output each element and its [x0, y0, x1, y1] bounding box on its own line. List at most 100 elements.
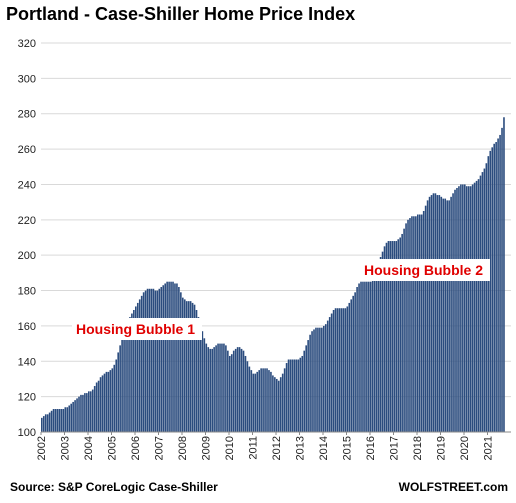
- bar: [203, 338, 206, 432]
- bar: [397, 239, 400, 432]
- bar: [354, 292, 356, 432]
- bar: [279, 377, 282, 432]
- bar: [389, 241, 392, 432]
- bar: [91, 389, 94, 432]
- bar: [295, 359, 298, 432]
- bar: [178, 287, 180, 432]
- bar: [438, 195, 441, 432]
- bar: [387, 241, 390, 432]
- bar: [370, 281, 372, 432]
- bar: [113, 364, 116, 432]
- bar: [101, 375, 104, 432]
- bar: [89, 391, 92, 432]
- bar: [317, 327, 319, 432]
- x-tick-label: 2004: [83, 436, 95, 460]
- bar: [180, 292, 182, 432]
- bar: [499, 134, 501, 432]
- bar: [411, 216, 413, 432]
- bar: [360, 281, 362, 432]
- bar: [256, 371, 259, 432]
- y-tick-label: 200: [18, 250, 36, 262]
- bar: [270, 371, 272, 432]
- y-tick-label: 260: [18, 144, 36, 156]
- bar: [238, 347, 241, 432]
- bar: [377, 262, 380, 432]
- bar: [207, 347, 210, 432]
- bar: [381, 251, 384, 432]
- bar: [326, 320, 329, 432]
- y-tick-label: 280: [18, 109, 36, 121]
- x-tick-label: 2012: [271, 436, 283, 460]
- bar: [46, 414, 49, 432]
- y-tick-label: 160: [18, 321, 36, 333]
- bar: [501, 127, 503, 433]
- bar: [109, 370, 112, 432]
- bar: [97, 380, 100, 432]
- y-tick-label: 300: [18, 73, 36, 85]
- bar: [371, 278, 374, 432]
- bar: [127, 320, 129, 432]
- bar: [99, 377, 102, 432]
- bar: [58, 409, 61, 432]
- bar: [430, 195, 433, 432]
- x-tick-label: 2016: [365, 436, 377, 460]
- annotation-label: Housing Bubble 1: [76, 321, 195, 337]
- bar: [160, 287, 163, 432]
- bar: [129, 317, 131, 432]
- x-tick-label: 2002: [36, 436, 48, 460]
- bar: [368, 281, 370, 432]
- bar: [281, 373, 284, 432]
- bar: [121, 338, 123, 432]
- bar: [197, 317, 200, 432]
- bar: [330, 313, 333, 432]
- bar: [395, 241, 398, 432]
- bar: [297, 359, 300, 432]
- bar: [450, 196, 452, 432]
- bar: [272, 375, 274, 432]
- bar: [456, 187, 458, 432]
- bar: [172, 281, 174, 432]
- bar: [164, 283, 166, 432]
- axes: 100 120 140 160 180 200 220 240 260 280 300 320 2002…: [18, 38, 511, 460]
- bar: [123, 331, 125, 432]
- bar: [485, 163, 488, 433]
- bar: [454, 189, 456, 432]
- bar: [334, 308, 337, 432]
- chart-title: Portland - Case-Shiller Home Price Index: [6, 4, 356, 24]
- bar: [78, 396, 80, 432]
- bar: [227, 350, 229, 432]
- bar: [299, 357, 302, 432]
- y-tick-label: 120: [18, 392, 36, 404]
- bar: [234, 348, 237, 432]
- bar: [191, 302, 194, 432]
- bar: [50, 410, 53, 432]
- bar: [187, 301, 190, 432]
- x-tick-label: 2010: [224, 436, 236, 460]
- bar: [274, 377, 276, 432]
- bar: [436, 195, 439, 432]
- x-tick-label: 2015: [342, 436, 354, 460]
- bar: [315, 327, 317, 432]
- bar: [426, 200, 429, 432]
- bar: [293, 359, 296, 432]
- bar: [399, 237, 401, 432]
- bar: [252, 373, 255, 432]
- bar: [74, 400, 76, 432]
- bar: [424, 205, 427, 432]
- bar: [491, 147, 494, 432]
- bar: [76, 398, 78, 432]
- bar-series: [41, 117, 505, 433]
- bar: [283, 368, 286, 432]
- bar: [250, 370, 253, 432]
- y-tick-label: 220: [18, 215, 36, 227]
- x-tick-label: 2014: [318, 436, 330, 460]
- bar: [148, 288, 151, 432]
- bar: [68, 405, 71, 432]
- bar: [176, 283, 178, 432]
- bar: [332, 310, 335, 432]
- bar: [195, 310, 198, 432]
- bar: [133, 310, 135, 432]
- bar: [64, 407, 67, 432]
- bar: [72, 401, 74, 432]
